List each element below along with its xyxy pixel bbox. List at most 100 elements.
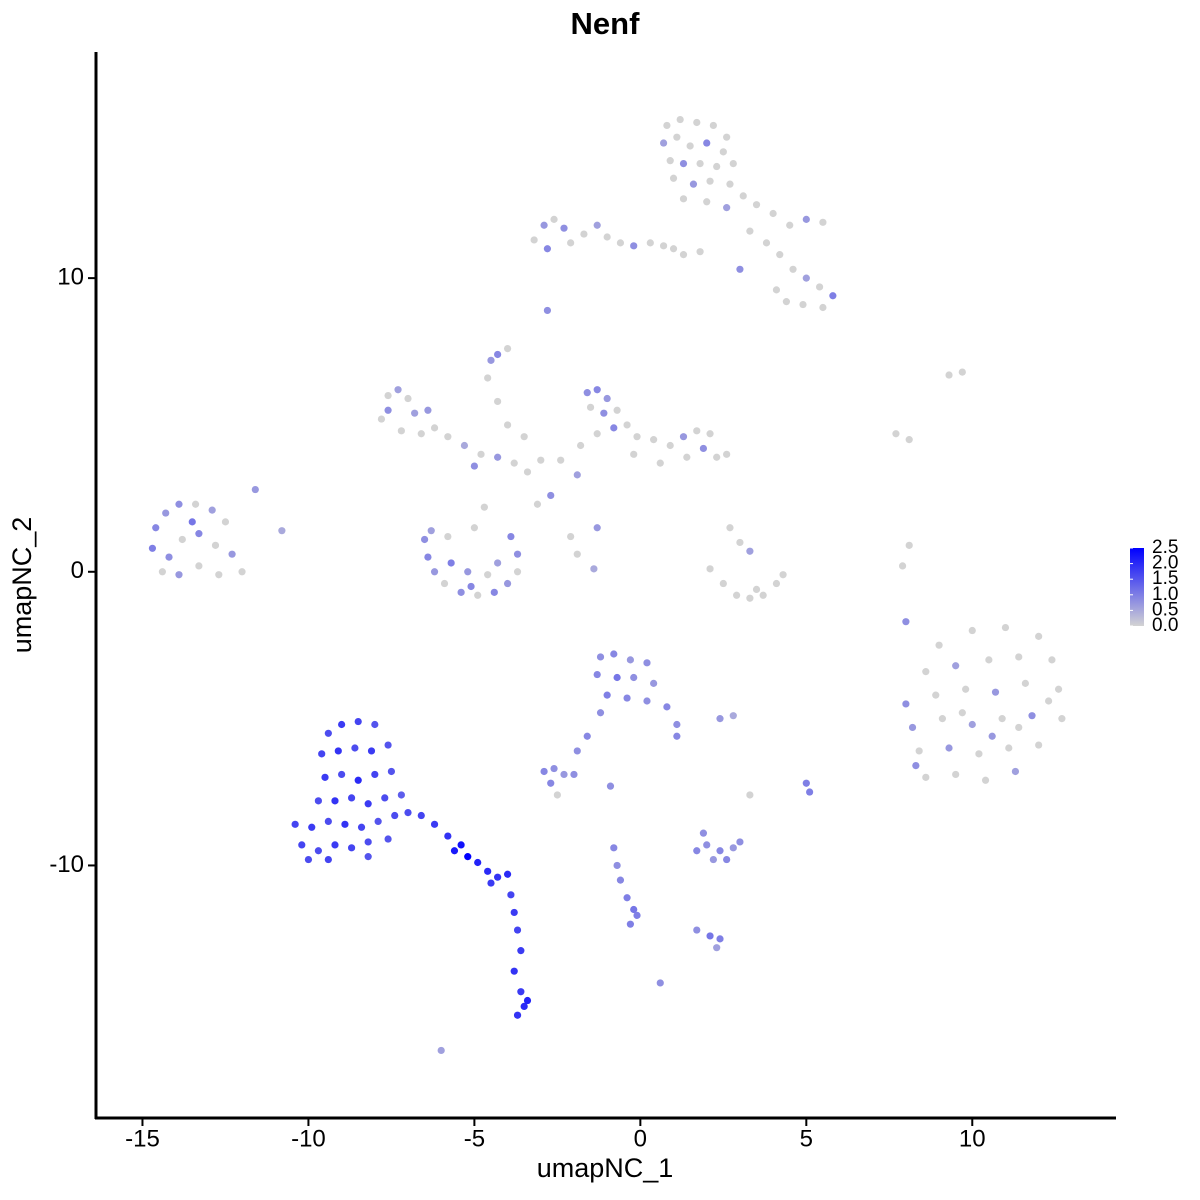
cell-point: [324, 817, 332, 825]
cell-point: [318, 750, 326, 758]
cell-point: [696, 248, 704, 256]
cell-point: [593, 221, 601, 229]
cell-point: [503, 870, 512, 878]
cell-point: [696, 159, 704, 168]
cell-point: [560, 224, 568, 232]
cell-point: [507, 532, 515, 541]
cell-point: [736, 838, 744, 846]
cell-point: [630, 905, 638, 914]
y-tick-label: 10: [57, 263, 84, 290]
x-tick-label: -10: [291, 1125, 326, 1152]
cell-point: [547, 491, 555, 500]
cell-point: [679, 251, 688, 259]
cell-point: [623, 894, 631, 902]
cell-point: [298, 841, 306, 849]
cell-point: [679, 159, 688, 168]
cell-point: [152, 524, 160, 532]
cell-point: [663, 703, 671, 711]
cell-point: [444, 832, 452, 840]
color-bar-label: 1.0: [1152, 584, 1178, 605]
cell-point: [902, 700, 910, 708]
cell-point: [543, 245, 552, 253]
cell-point: [397, 427, 405, 435]
cell-point: [829, 292, 837, 300]
cell-point: [786, 221, 794, 229]
x-tick-label: 10: [959, 1125, 986, 1152]
cell-point: [314, 797, 322, 805]
cell-point: [1035, 741, 1043, 749]
cell-point: [520, 1002, 528, 1011]
cell-point: [208, 506, 216, 514]
cell-point: [411, 409, 419, 417]
cell-point: [610, 844, 618, 852]
cell-point: [494, 397, 502, 406]
cell-point: [517, 988, 525, 996]
cell-point: [985, 656, 993, 664]
cell-point: [1015, 723, 1023, 732]
cell-point: [596, 709, 605, 717]
cell-point: [474, 591, 482, 599]
cell-point: [364, 853, 372, 861]
x-tick-label: -15: [125, 1125, 160, 1152]
cell-point: [593, 430, 601, 438]
cell-point: [633, 433, 641, 441]
cell-point: [706, 177, 714, 185]
cell-point: [603, 691, 611, 699]
cell-point: [195, 562, 203, 570]
cell-point: [932, 691, 940, 699]
cell-point: [706, 932, 714, 940]
cell-point: [228, 550, 236, 558]
cell-point: [699, 444, 708, 453]
cell-point: [238, 568, 246, 576]
cell-point: [583, 389, 591, 397]
cell-point: [175, 500, 183, 508]
cell-point: [470, 524, 478, 532]
cell-point: [600, 409, 608, 417]
cell-point: [703, 198, 711, 206]
cell-point: [776, 251, 784, 259]
cell-point: [513, 926, 522, 934]
cell-point: [726, 524, 734, 532]
cell-point: [384, 406, 392, 414]
points: [148, 115, 1066, 1055]
cell-point: [570, 770, 578, 779]
cell-point: [892, 430, 900, 438]
cell-point: [364, 800, 372, 808]
cell-point: [915, 747, 923, 755]
cell-point: [733, 591, 741, 599]
cell-point: [991, 688, 1000, 696]
cell-point: [922, 668, 930, 676]
cell-point: [195, 530, 203, 538]
cell-point: [693, 926, 701, 934]
cell-point: [981, 776, 990, 784]
cell-point: [650, 679, 658, 687]
cell-point: [689, 180, 698, 188]
cell-point: [706, 565, 714, 573]
cell-point: [693, 118, 701, 127]
cell-point: [517, 947, 525, 955]
cell-point: [643, 697, 651, 705]
cell-point: [762, 239, 771, 247]
x-axis-title: umapNC_1: [537, 1153, 674, 1183]
cell-point: [673, 133, 681, 141]
cell-point: [424, 553, 432, 561]
cell-point: [586, 403, 595, 411]
cell-point: [912, 762, 920, 770]
cell-point: [603, 233, 611, 241]
cell-point: [334, 747, 342, 755]
cell-point: [440, 579, 449, 588]
cell-point: [354, 776, 362, 784]
cell-point: [659, 139, 668, 147]
cell-point: [1048, 656, 1056, 664]
cell-point: [523, 468, 532, 476]
cell-point: [457, 841, 465, 849]
cell-point: [706, 430, 714, 438]
cell-point: [789, 265, 797, 273]
cell-point: [341, 820, 349, 828]
cell-point: [716, 847, 724, 855]
cell-point: [736, 265, 744, 273]
cell-point: [613, 861, 621, 870]
cell-point: [643, 659, 651, 667]
cell-point: [530, 236, 538, 244]
cell-point: [371, 770, 379, 779]
